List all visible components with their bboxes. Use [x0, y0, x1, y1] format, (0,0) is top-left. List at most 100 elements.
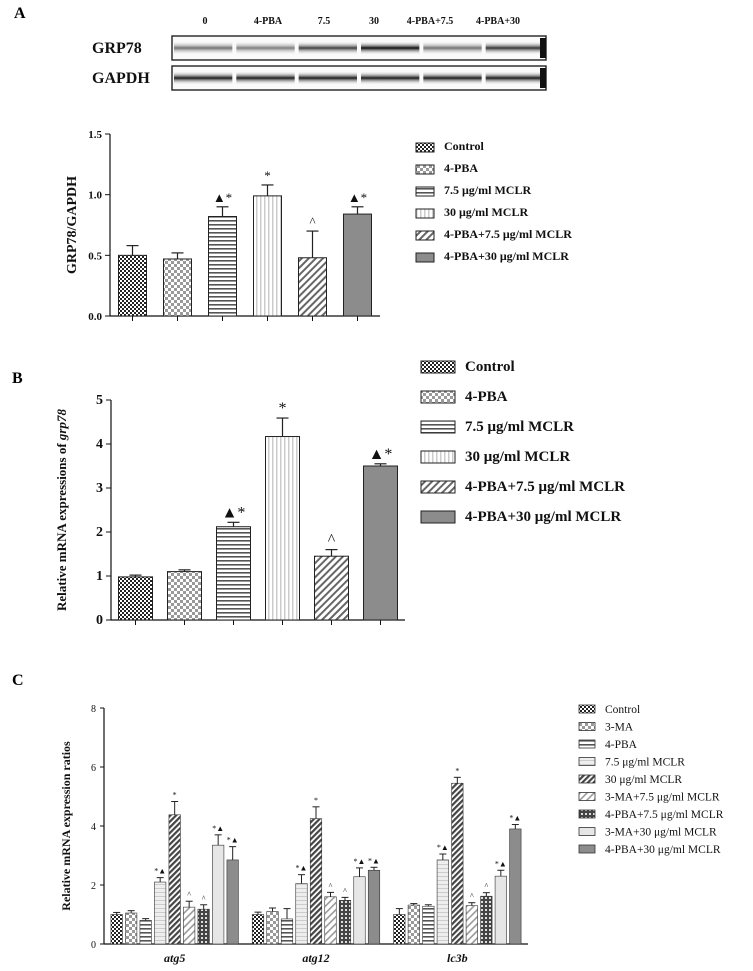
- bar: [118, 254, 147, 317]
- bar: [367, 869, 381, 945]
- legend-swatch: [415, 164, 435, 175]
- bar: [494, 875, 507, 945]
- panel-a-letter: A: [14, 5, 26, 22]
- panel-c-letter: C: [12, 672, 24, 689]
- blot-band: [174, 71, 233, 85]
- bar: [208, 216, 237, 317]
- bar: [353, 876, 366, 945]
- y-tick-label: 2: [91, 881, 96, 892]
- bar: [110, 914, 123, 945]
- legend-label: 7.5 μg/ml MCLR: [465, 419, 574, 435]
- legend-swatch: [415, 142, 435, 153]
- y-tick-label: 4: [96, 437, 103, 452]
- chart-a: 0.0 0.5 1.0 1.5 ▲* * ^ ▲* GRP78/GAPDH Control 4-PB…: [65, 129, 572, 323]
- y-tick-label: 6: [91, 763, 96, 774]
- bar: [298, 257, 327, 317]
- bar: [509, 828, 522, 945]
- bar: [265, 436, 300, 621]
- bar: [139, 920, 152, 945]
- legend-swatch: [420, 450, 456, 464]
- significance-mark: ▲*: [348, 190, 367, 205]
- blot-band: [236, 71, 295, 85]
- legend-swatch: [578, 792, 596, 801]
- legend-label: 7.5 μg/ml MCLR: [444, 183, 531, 197]
- y-tick-label: 1.0: [88, 190, 102, 202]
- blot-band: [361, 71, 420, 85]
- blot-band: [423, 41, 482, 55]
- bar: [295, 883, 308, 945]
- legend-label: 3-MA+30 μg/ml MCLR: [605, 827, 717, 839]
- significance-mark: ^: [343, 886, 347, 895]
- bar: [314, 555, 349, 621]
- significance-mark: *: [314, 796, 318, 805]
- legend-swatch: [578, 757, 596, 766]
- legend-swatch: [415, 252, 435, 263]
- bar: [251, 914, 265, 945]
- legend-label: 4-PBA: [605, 739, 638, 751]
- significance-mark: ^: [484, 882, 488, 891]
- legend-swatch: [415, 230, 435, 241]
- legend-label: Control: [465, 359, 515, 375]
- blot-frame: [171, 65, 547, 91]
- y-tick-label: 8: [91, 704, 96, 715]
- significance-mark: *: [279, 400, 287, 417]
- bar: [168, 814, 181, 945]
- legend-label: 30 μg/ml MCLR: [605, 774, 682, 786]
- legend-label: 4-PBA+30 μg/ml MCLR: [605, 844, 721, 856]
- bar: [465, 905, 478, 945]
- significance-mark: *▲: [509, 814, 521, 823]
- significance-mark: ^: [470, 892, 474, 901]
- blot-band: [361, 41, 420, 55]
- significance-mark: ^: [187, 890, 191, 899]
- significance-mark: ▲*: [369, 446, 393, 463]
- legend-swatch: [420, 510, 456, 524]
- legend-swatch: [420, 480, 456, 494]
- significance-mark: *: [264, 168, 271, 183]
- blot-band: [298, 71, 357, 85]
- bar: [309, 818, 323, 945]
- legend-swatch: [578, 739, 596, 749]
- blot-edge: [540, 38, 546, 58]
- legend-label: 4-PBA: [465, 389, 508, 405]
- blot-row-label: GAPDH: [92, 70, 150, 87]
- legend-label: 7.5 μg/ml MCLR: [605, 757, 685, 769]
- blot-lane-label: 4-PBA+7.5: [407, 16, 454, 27]
- western-blot: 0 4-PBA 7.5 30 4-PBA+7.5 4-PBA+30 GRP78 GAPDH: [92, 16, 547, 91]
- legend-label: 4-PBA+7.5 μg/ml MCLR: [605, 809, 724, 821]
- legend-label: 30 μg/ml MCLR: [465, 449, 570, 465]
- category-label: atg12: [302, 951, 329, 965]
- y-tick-label: 1.5: [88, 129, 102, 141]
- legend-swatch: [578, 774, 596, 784]
- blot-edge: [540, 68, 546, 88]
- significance-mark: *▲: [368, 856, 380, 865]
- legend-label: Control: [605, 704, 640, 716]
- legend-swatch: [415, 186, 435, 197]
- legend-label: 4-PBA: [444, 161, 478, 175]
- y-tick-label: 0.0: [88, 311, 102, 323]
- blot-lane-label: 4-PBA: [254, 16, 283, 27]
- y-tick-label: 1: [96, 569, 103, 584]
- panel-b-letter: B: [12, 370, 23, 387]
- significance-mark: ^: [328, 532, 336, 549]
- blot-lane-label: 30: [369, 16, 379, 27]
- bar: [163, 258, 192, 317]
- legend-swatch: [578, 809, 596, 819]
- legend-label: 3-MA: [605, 722, 634, 734]
- significance-mark: ^: [329, 881, 333, 890]
- legend-label: 4-PBA+7.5 μg/ml MCLR: [444, 227, 572, 241]
- legend-swatch: [578, 827, 596, 836]
- category-label: lc3b: [447, 951, 468, 965]
- blot-band: [423, 71, 482, 85]
- bar: [343, 213, 372, 317]
- significance-mark: *▲: [296, 864, 308, 873]
- y-tick-label: 5: [96, 393, 103, 408]
- bar: [393, 914, 406, 945]
- blot-band: [298, 41, 357, 55]
- significance-mark: *▲: [227, 836, 239, 845]
- bar: [125, 912, 138, 945]
- y-axis-label: Relative mRNA expressions of grp78: [54, 409, 69, 611]
- significance-mark: ^: [202, 894, 206, 903]
- bar: [118, 576, 153, 621]
